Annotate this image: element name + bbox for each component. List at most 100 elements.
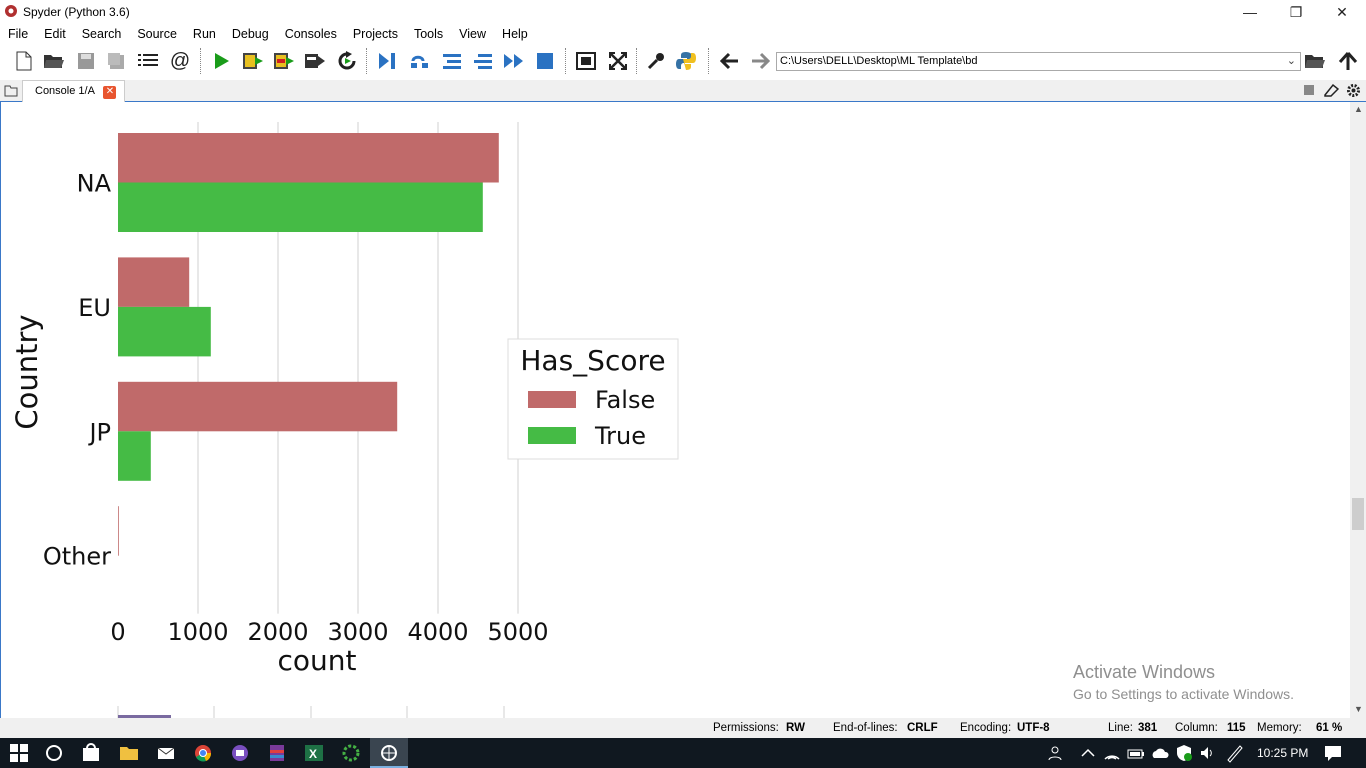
y-tick-label-eu: EU <box>78 294 111 322</box>
file-explorer-icon[interactable] <box>119 743 139 763</box>
mail-icon[interactable] <box>156 743 176 763</box>
rerun-icon[interactable] <box>335 50 359 72</box>
winrar-icon[interactable] <box>267 743 287 763</box>
people-icon[interactable] <box>1047 743 1067 763</box>
working-directory-path: C:\Users\DELL\Desktop\ML Template\bd <box>780 55 978 67</box>
menu-search[interactable]: Search <box>81 27 122 41</box>
eraser-icon[interactable] <box>1323 83 1339 97</box>
spyder-taskbar-button[interactable] <box>370 738 408 768</box>
menu-run[interactable]: Run <box>192 27 216 41</box>
menu-debug[interactable]: Debug <box>231 27 269 41</box>
stop-kernel-icon[interactable] <box>1303 84 1315 96</box>
media-app-icon[interactable] <box>230 743 250 763</box>
ipython-console[interactable]: 0 1000 2000 3000 4000 5000 NA EU JP Other count Cou… <box>0 102 1350 718</box>
scrollbar-thumb[interactable] <box>1352 498 1364 530</box>
step-icon[interactable] <box>408 50 432 72</box>
close-tab-icon[interactable]: ✕ <box>103 86 117 99</box>
run-icon[interactable] <box>209 50 233 72</box>
defender-shield-icon[interactable] <box>1174 743 1194 763</box>
volume-icon[interactable] <box>1198 743 1218 763</box>
new-file-icon[interactable] <box>12 50 36 72</box>
x-tick-label-1000: 1000 <box>167 618 228 646</box>
chevron-down-icon[interactable]: ⌄ <box>1286 55 1296 67</box>
onedrive-icon[interactable] <box>1150 743 1170 763</box>
stop-icon[interactable] <box>533 50 557 72</box>
step-into-icon[interactable] <box>440 50 464 72</box>
python-path-icon[interactable] <box>674 50 698 72</box>
minimize-button[interactable]: — <box>1243 4 1257 20</box>
run-selection-icon[interactable] <box>303 50 327 72</box>
svg-text:X: X <box>309 747 317 761</box>
run-cell-advance-icon[interactable] <box>272 50 296 72</box>
parent-directory-icon[interactable] <box>1336 50 1360 72</box>
open-file-icon[interactable] <box>42 50 66 72</box>
forward-arrow-icon[interactable] <box>748 50 772 72</box>
next-plot-bar <box>118 715 171 718</box>
menu-file[interactable]: File <box>8 27 29 41</box>
anaconda-icon[interactable] <box>341 743 361 763</box>
menu-help[interactable]: Help <box>502 27 528 41</box>
chrome-icon[interactable] <box>193 743 213 763</box>
debug-icon[interactable] <box>375 50 399 72</box>
bar-na-true <box>118 182 483 232</box>
toolbar-separator <box>565 48 566 74</box>
fullscreen-icon[interactable] <box>606 50 630 72</box>
close-window-button[interactable]: ✕ <box>1336 3 1348 20</box>
step-return-icon[interactable] <box>471 50 495 72</box>
console-scrollbar[interactable]: ▲ ▼ <box>1350 102 1366 718</box>
memory-label: Memory: <box>1257 722 1302 734</box>
status-bar: Permissions: RW End-of-lines: CRLF Encod… <box>0 718 1366 738</box>
toolbar-separator <box>366 48 367 74</box>
search-icon[interactable] <box>44 743 64 763</box>
at-symbol-icon[interactable]: @ <box>169 49 191 72</box>
spyder-logo-icon <box>5 5 17 17</box>
continue-icon[interactable] <box>502 50 526 72</box>
activate-windows-subtitle: Go to Settings to activate Windows. <box>1073 686 1294 702</box>
action-center-icon[interactable] <box>1323 743 1343 763</box>
permissions-value: RW <box>786 722 805 734</box>
maximize-pane-icon[interactable] <box>574 50 598 72</box>
battery-icon[interactable] <box>1126 743 1146 763</box>
wifi-icon[interactable] <box>1102 743 1122 763</box>
working-directory-combobox[interactable]: C:\Users\DELL\Desktop\ML Template\bd ⌄ <box>776 52 1301 71</box>
menu-consoles[interactable]: Consoles <box>284 27 337 41</box>
menu-edit[interactable]: Edit <box>44 27 66 41</box>
country-count-bar-chart: 0 1000 2000 3000 4000 5000 NA EU JP Other count Cou… <box>10 122 679 718</box>
eol-value: CRLF <box>907 722 938 734</box>
bar-na-false <box>118 133 499 183</box>
x-tick-label-4000: 4000 <box>407 618 468 646</box>
menu-projects[interactable]: Projects <box>352 27 398 41</box>
toolbar-separator <box>636 48 637 74</box>
browse-folder-icon[interactable] <box>1303 50 1327 72</box>
scroll-up-icon[interactable]: ▲ <box>1354 104 1363 114</box>
tab-console-label: Console 1/A <box>35 85 95 97</box>
clock-time[interactable]: 10:25 PM <box>1257 746 1309 760</box>
menu-source[interactable]: Source <box>137 27 177 41</box>
permissions-label: Permissions: <box>713 722 779 734</box>
chevron-up-icon[interactable] <box>1078 743 1098 763</box>
bar-eu-true <box>118 306 211 357</box>
save-all-icon[interactable] <box>104 50 128 72</box>
list-icon[interactable] <box>136 50 160 72</box>
legend-title: Has_Score <box>520 344 665 377</box>
save-icon[interactable] <box>74 50 98 72</box>
preferences-wrench-icon[interactable] <box>644 50 668 72</box>
legend-label-true: True <box>594 422 646 450</box>
back-arrow-icon[interactable] <box>718 50 742 72</box>
x-tick-label-0: 0 <box>110 618 125 646</box>
options-gear-icon[interactable] <box>1346 83 1361 98</box>
windows-start-icon[interactable] <box>9 743 29 763</box>
pen-workspace-icon[interactable] <box>1225 743 1245 763</box>
browse-tabs-icon[interactable] <box>4 84 18 97</box>
menu-tools[interactable]: Tools <box>413 27 444 41</box>
y-tick-label-other: Other <box>43 543 111 571</box>
eol-label: End-of-lines: <box>833 722 898 734</box>
restore-button[interactable]: ❐ <box>1289 3 1303 20</box>
excel-icon[interactable]: X <box>304 743 324 763</box>
menu-view[interactable]: View <box>459 27 487 41</box>
scroll-down-icon[interactable]: ▼ <box>1354 704 1363 714</box>
store-icon[interactable] <box>81 743 101 763</box>
tab-console-1a[interactable]: Console 1/A ✕ <box>22 80 126 102</box>
bar-jp-false <box>118 381 398 432</box>
run-cell-icon[interactable] <box>241 50 265 72</box>
